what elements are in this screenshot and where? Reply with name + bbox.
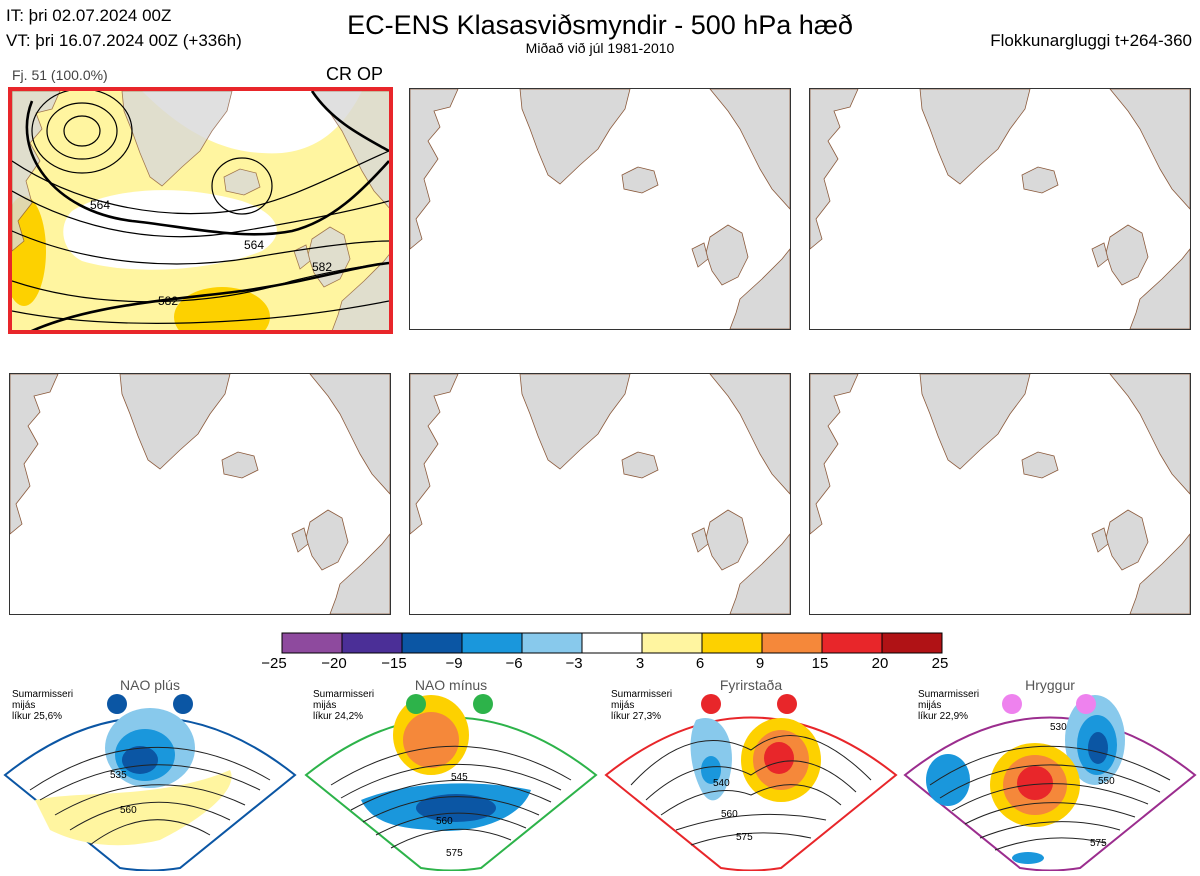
cluster-map-panel-1[interactable]: 564 564 582 582 [8,87,393,334]
regime-map-3: 540 560 575 [604,694,898,872]
regime-4-mean: mijás [918,700,942,711]
map-2 [410,89,790,329]
regime-4-dot-b [1076,694,1096,714]
regime-1-season: Sumarmisseri [12,689,74,700]
regime-2-mean: mijás [313,700,337,711]
page-title: EC-ENS Klasasviðsmyndir - 500 hPa hæð [347,10,853,40]
colorbar-segment-0 [281,632,343,654]
regime-3-dot-b [777,694,797,714]
page-subtitle: Miðað við júl 1981-2010 [525,40,675,56]
regime-nao-minus[interactable]: 545 560 575 NAO mínus Sumarmisseri mijás… [301,677,601,872]
height-contours [12,91,389,324]
colorbar-segment-5 [581,632,643,654]
cb-tick-11: 25 [931,655,949,672]
map-5 [410,374,790,614]
regime-3-dot-a [701,694,721,714]
cluster-map-panel-2[interactable] [409,88,791,330]
regime-4-dot-a [1002,694,1022,714]
regime-1-mean: mijás [12,700,36,711]
contour-label-582b: 582 [158,294,178,308]
colorbar-segment-6 [641,632,703,654]
regime-ridge[interactable]: 530 550 575 Hryggur Sumarmisseri mijás l… [900,677,1200,872]
regime-3-prob: líkur 27,3% [611,711,662,722]
regime-1-label-b: 560 [120,805,137,816]
panel-member-count: Fj. 51 (100.0%) [12,67,108,83]
cluster-map-panel-3[interactable] [809,88,1191,330]
regime-4-season: Sumarmisseri [918,689,980,700]
anomaly-gold-west [12,196,46,306]
regime-3-season: Sumarmisseri [611,689,673,700]
colorbar-segment-1 [341,632,403,654]
regime-3-mean: mijás [611,700,635,711]
regime-map-1: 535 560 [3,694,297,872]
regime-nao-plus[interactable]: 535 560 NAO plús Sumarmisseri mijás líku… [0,677,300,872]
cb-tick-10: 20 [871,655,889,672]
contour-label-564b: 564 [244,238,264,252]
contour-label-582a: 582 [312,260,332,274]
regime-2-title: NAO mínus [414,677,488,693]
regime-2-prob: líkur 24,2% [313,711,364,722]
cb-tick-0: −25 [261,655,287,672]
regime-4-label-a: 530 [1050,722,1067,733]
regime-4-title: Hryggur [1025,677,1075,693]
regime-2-label-a: 545 [451,772,468,783]
regime-2-label-b: 560 [436,816,453,827]
regime-3-label-c: 575 [736,832,753,843]
cluster-map-panel-5[interactable] [409,373,791,615]
regime-1-dot-a [107,694,127,714]
regime-4-prob: líkur 22,9% [918,711,969,722]
colorbar-segment-3 [461,632,523,654]
map-6 [810,374,1190,614]
classification-window: Flokkunargluggi t+264-360 [990,31,1192,50]
cluster-map-panel-4[interactable] [9,373,391,615]
map-3 [810,89,1190,329]
cb-tick-2: −15 [381,655,407,672]
regime-4-label-b: 550 [1098,776,1115,787]
contour-label-564a: 564 [90,198,110,212]
regime-2-label-c: 575 [446,848,463,859]
colorbar-segment-10 [881,632,943,654]
regime-1-dot-b [173,694,193,714]
cb-tick-1: −20 [321,655,347,672]
anomaly-white-area [63,190,277,270]
colorbar-segment-9 [821,632,883,654]
map-4 [10,374,390,614]
cb-tick-4: −6 [505,655,523,672]
valid-time: VT: þri 16.07.2024 00Z (+336h) [6,31,242,50]
regime-2-dot-b [473,694,493,714]
regime-2-season: Sumarmisseri [313,689,375,700]
regime-2-dot-a [406,694,426,714]
issue-time: IT: þri 02.07.2024 00Z [6,6,172,25]
regime-map-2: 545 560 575 [304,694,598,872]
regime-4-label-c: 575 [1090,838,1107,849]
cb-tick-3: −9 [445,655,463,672]
regime-map-4: 530 550 575 [903,694,1197,872]
regime-1-label-a: 535 [110,770,127,781]
cb-tick-5: −3 [565,655,583,672]
cluster-map-panel-6[interactable] [809,373,1191,615]
regime-1-prob: líkur 25,6% [12,711,63,722]
colorbar [281,632,943,654]
cb-tick-9: 15 [811,655,829,672]
bold-contours [25,91,389,330]
panel-regime-label: CR OP [326,64,384,84]
cb-tick-7: 6 [695,655,705,672]
regime-3-title: Fyrirstaða [719,677,783,693]
colorbar-segment-2 [401,632,463,654]
regime-3-label-b: 560 [721,809,738,820]
cb-tick-8: 9 [755,655,765,672]
cb-tick-6: 3 [635,655,645,672]
map-1: 564 564 582 582 [12,91,389,330]
anomaly-gold-south [174,287,270,330]
regime-3-label-a: 540 [713,778,730,789]
colorbar-segment-8 [761,632,823,654]
regime-1-title: NAO plús [120,677,180,693]
colorbar-segment-4 [521,632,583,654]
regime-blocking[interactable]: 540 560 575 Fyrirstaða Sumarmisseri mijá… [601,677,901,872]
colorbar-segment-7 [701,632,763,654]
